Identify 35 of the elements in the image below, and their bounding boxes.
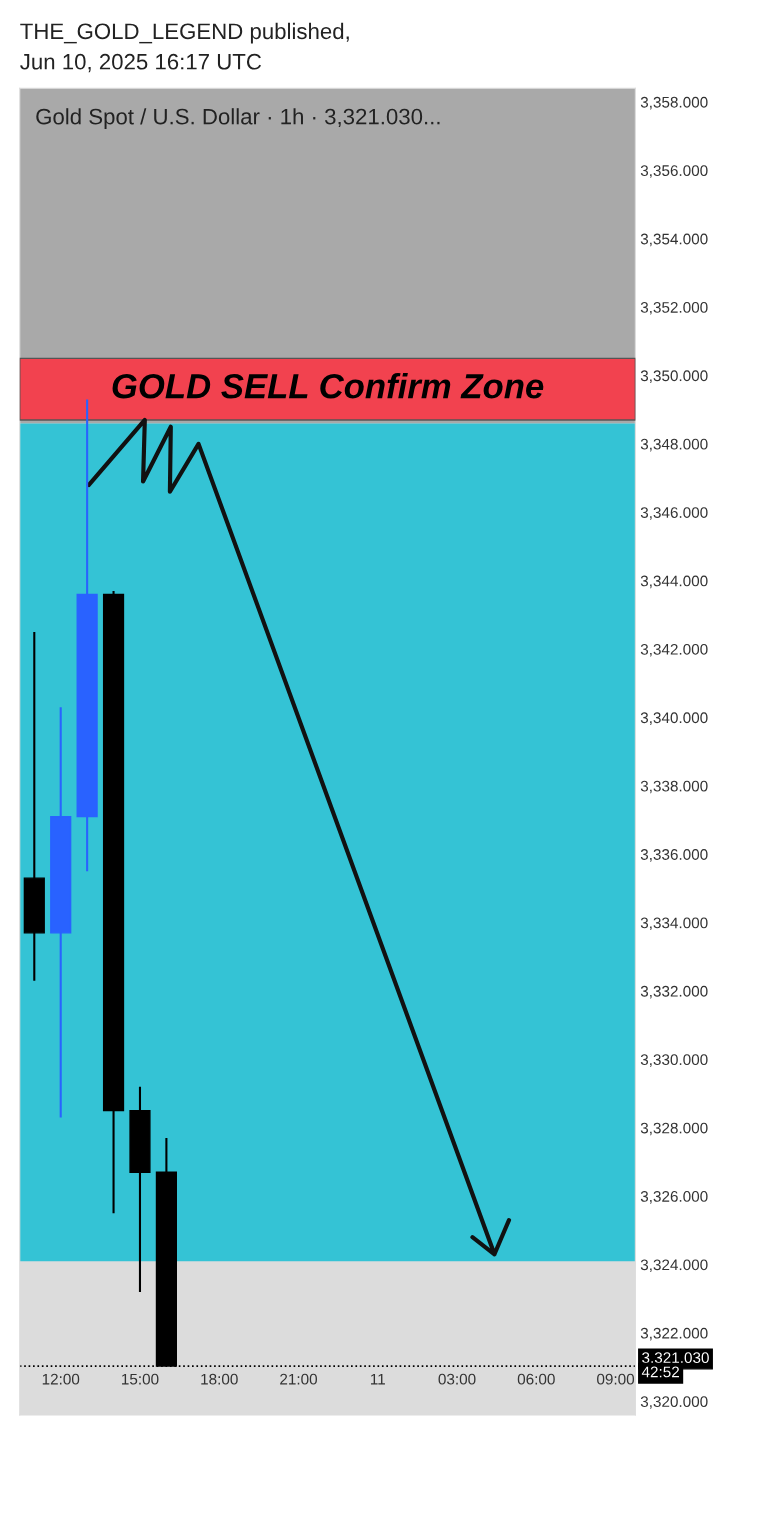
chart-title: THE_GOLD_LEGEND published, xyxy=(20,22,349,44)
y-tick-label: 3,348.000 xyxy=(640,438,708,452)
y-tick-label: 3,356.000 xyxy=(640,165,708,178)
text: 42:52 xyxy=(641,1366,679,1378)
x-tick-label: 11 xyxy=(370,1373,385,1385)
y-tick-label: 3,326.000 xyxy=(640,1191,708,1204)
y-tick-label: 3,324.000 xyxy=(640,1259,708,1273)
x-tick-label: 18:00 xyxy=(201,1373,238,1385)
x-tick-label: 06:00 xyxy=(517,1373,555,1385)
y-tick-label: 3,336.000 xyxy=(640,849,708,862)
x-tick-label: 03:00 xyxy=(438,1373,476,1385)
y-tick-label: 3,340.000 xyxy=(640,712,708,725)
ref-line-label: 3,321.030 xyxy=(642,1352,709,1365)
y-tick-label: 3,334.000 xyxy=(640,917,708,931)
y-tick-label: 3,352.000 xyxy=(640,301,708,315)
y-tick-label: 3,346.000 xyxy=(640,507,708,520)
line-series xyxy=(86,417,512,1257)
x-tick-label: 21:00 xyxy=(280,1373,318,1385)
y-tick-label: 3,332.000 xyxy=(640,985,708,999)
y-tick-label: 3,338.000 xyxy=(640,780,708,794)
band-label: GOLD SELL Confirm Zone xyxy=(112,373,544,399)
x-tick-label: 15:00 xyxy=(122,1373,159,1385)
y-tick-label: 3,354.000 xyxy=(640,233,708,247)
x-tick-label: 12:00 xyxy=(42,1373,80,1385)
y-tick-label: 3,322.000 xyxy=(640,1327,708,1341)
chart-subtitle: Jun 10, 2025 16:17 UTC xyxy=(20,53,262,73)
y-tick-label: 3,358.000 xyxy=(640,96,708,110)
y-tick-label: 3,320.000 xyxy=(640,1396,708,1409)
x-tick-label: 09:00 xyxy=(597,1373,635,1385)
y-tick-label: 3,330.000 xyxy=(640,1054,708,1067)
y-tick-label: 3,350.000 xyxy=(640,370,708,383)
y-tick-label: 3,328.000 xyxy=(640,1122,708,1136)
y-tick-label: 3,344.000 xyxy=(640,575,708,589)
y-tick-label: 3,342.000 xyxy=(640,643,708,657)
annotation: Gold Spot / U.S. Dollar · 1h · 3,321.030... xyxy=(36,108,440,129)
